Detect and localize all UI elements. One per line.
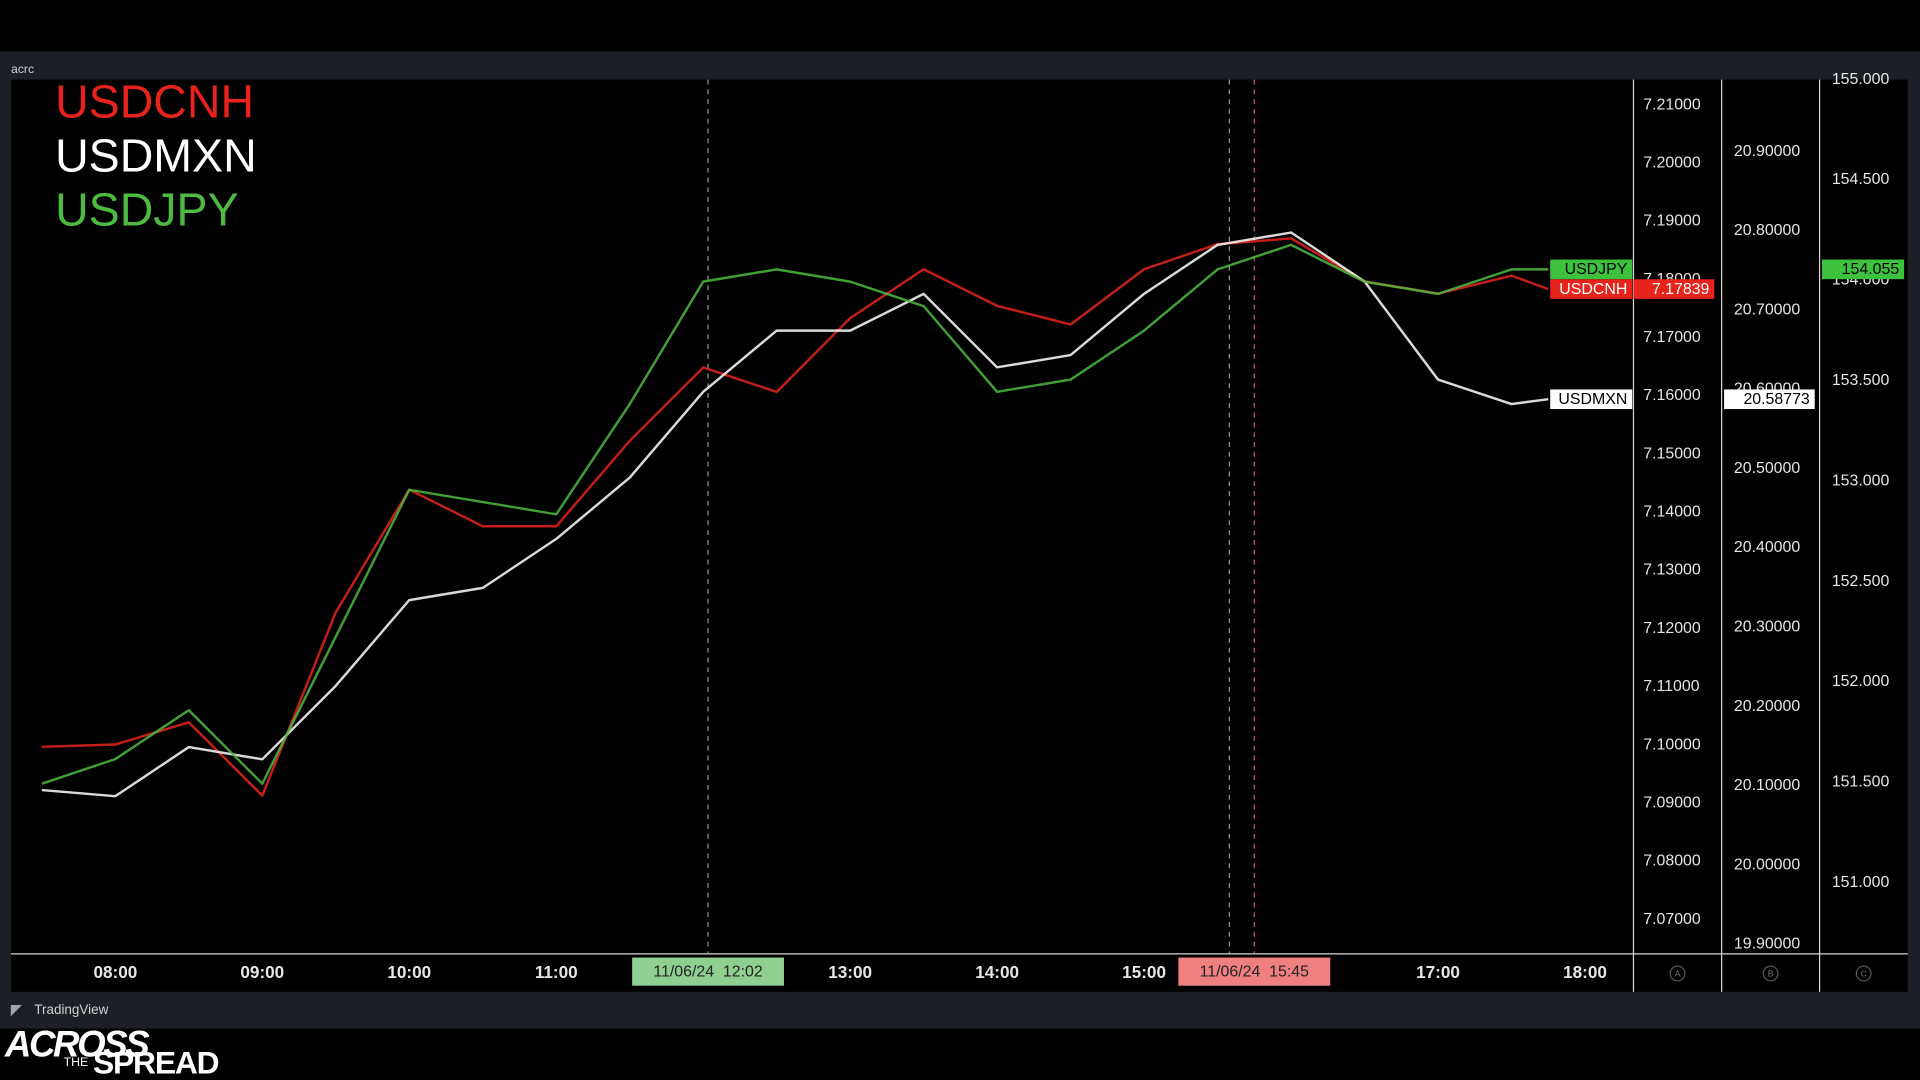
x-tick-label: 09:00 [240, 962, 284, 982]
marker-label: 11/06/24 12:02 [653, 963, 763, 980]
y-tick-label: 154.500 [1832, 171, 1890, 188]
chart-header: acrc [11, 62, 34, 76]
y-tick-label: 7.12000 [1643, 620, 1701, 637]
axis-name: B [1768, 968, 1774, 978]
y-tick-label: 20.70000 [1734, 301, 1800, 318]
last-price-label: 7.17839 [1652, 281, 1710, 298]
x-tick-label: 18:00 [1563, 962, 1607, 982]
y-tick-label: 20.20000 [1734, 698, 1800, 715]
y-tick-label: 7.13000 [1643, 562, 1701, 579]
axis-badge [1762, 965, 1779, 982]
x-tick-label: 13:00 [828, 962, 872, 982]
brand-text: SPREAD [93, 1045, 219, 1080]
x-tick-label: 15:00 [1122, 962, 1166, 982]
legend-entry: USDCNH [55, 76, 254, 128]
y-tick-label: 7.14000 [1643, 504, 1701, 521]
y-tick-label: 7.07000 [1643, 911, 1701, 928]
y-tick-label: 20.40000 [1734, 539, 1800, 556]
y-tick-label: 20.90000 [1734, 143, 1800, 160]
series-name-tag [1550, 279, 1633, 299]
series-name-tag-text: USDMXN [1558, 391, 1627, 408]
axis-name: A [1675, 968, 1681, 978]
y-tick-label: 155.000 [1832, 71, 1890, 88]
y-tick-label: 152.000 [1832, 673, 1890, 690]
tv-logo-mark: ◤ [10, 1002, 22, 1017]
last-price-box [1822, 259, 1905, 280]
brand-text: THE [64, 1055, 88, 1069]
y-tick-label: 7.20000 [1643, 155, 1701, 172]
y-tick-label: 152.500 [1832, 573, 1890, 590]
legend-entry: USDMXN [55, 129, 257, 181]
y-tick-label: 20.50000 [1734, 460, 1800, 477]
axis-name: C [1861, 968, 1867, 978]
last-price-label: 154.055 [1842, 261, 1900, 278]
marker-label-box [632, 957, 784, 986]
series-line [41, 231, 1549, 798]
y-tick-label: 7.15000 [1643, 445, 1701, 462]
x-tick-label: 11:00 [535, 962, 578, 982]
y-tick-label: 20.80000 [1734, 222, 1800, 239]
y-tick-label: 7.11000 [1643, 678, 1699, 695]
y-tick-label: 20.00000 [1734, 856, 1800, 873]
brand-text: ACROSS [4, 1024, 150, 1065]
footer-text: TradingView [34, 1002, 108, 1017]
series-line [41, 243, 1549, 785]
y-tick-label: 7.16000 [1643, 387, 1701, 404]
series-name-tag [1550, 389, 1633, 410]
y-tick-label: 19.90000 [1734, 936, 1800, 953]
y-tick-label: 20.30000 [1734, 619, 1800, 636]
y-tick-label: 153.500 [1832, 372, 1890, 389]
y-tick-label: 7.17000 [1643, 329, 1701, 346]
y-tick-label: 151.500 [1832, 774, 1890, 791]
legend-entry: USDJPY [55, 183, 239, 235]
series-name-tag-text: USDCNH [1559, 281, 1627, 298]
series-name-tag-text: USDJPY [1565, 261, 1628, 278]
y-tick-label: 153.000 [1832, 472, 1890, 489]
series-line [41, 237, 1549, 797]
y-tick-label: 151.000 [1832, 874, 1890, 891]
y-tick-label: 7.21000 [1643, 96, 1701, 113]
last-price-label: 20.58773 [1743, 391, 1809, 408]
axis-badge [1855, 965, 1872, 982]
x-tick-label: 17:00 [1416, 962, 1460, 982]
marker-label-box [1178, 957, 1331, 986]
last-price-box [1724, 389, 1815, 410]
x-tick-label: 08:00 [93, 962, 137, 982]
y-tick-label: 7.10000 [1643, 736, 1701, 753]
y-tick-label: 20.10000 [1734, 777, 1800, 794]
x-tick-label: 10:00 [387, 962, 431, 982]
y-tick-label: 7.08000 [1643, 853, 1701, 870]
y-tick-label: 7.09000 [1643, 794, 1701, 811]
x-tick-label: 14:00 [975, 962, 1019, 982]
axis-badge [1669, 965, 1686, 982]
marker-label: 11/06/24 15:45 [1200, 963, 1310, 980]
last-price-box [1633, 279, 1715, 299]
y-tick-label: 7.19000 [1643, 213, 1701, 230]
series-name-tag [1550, 259, 1633, 280]
chart-area [11, 79, 1908, 992]
